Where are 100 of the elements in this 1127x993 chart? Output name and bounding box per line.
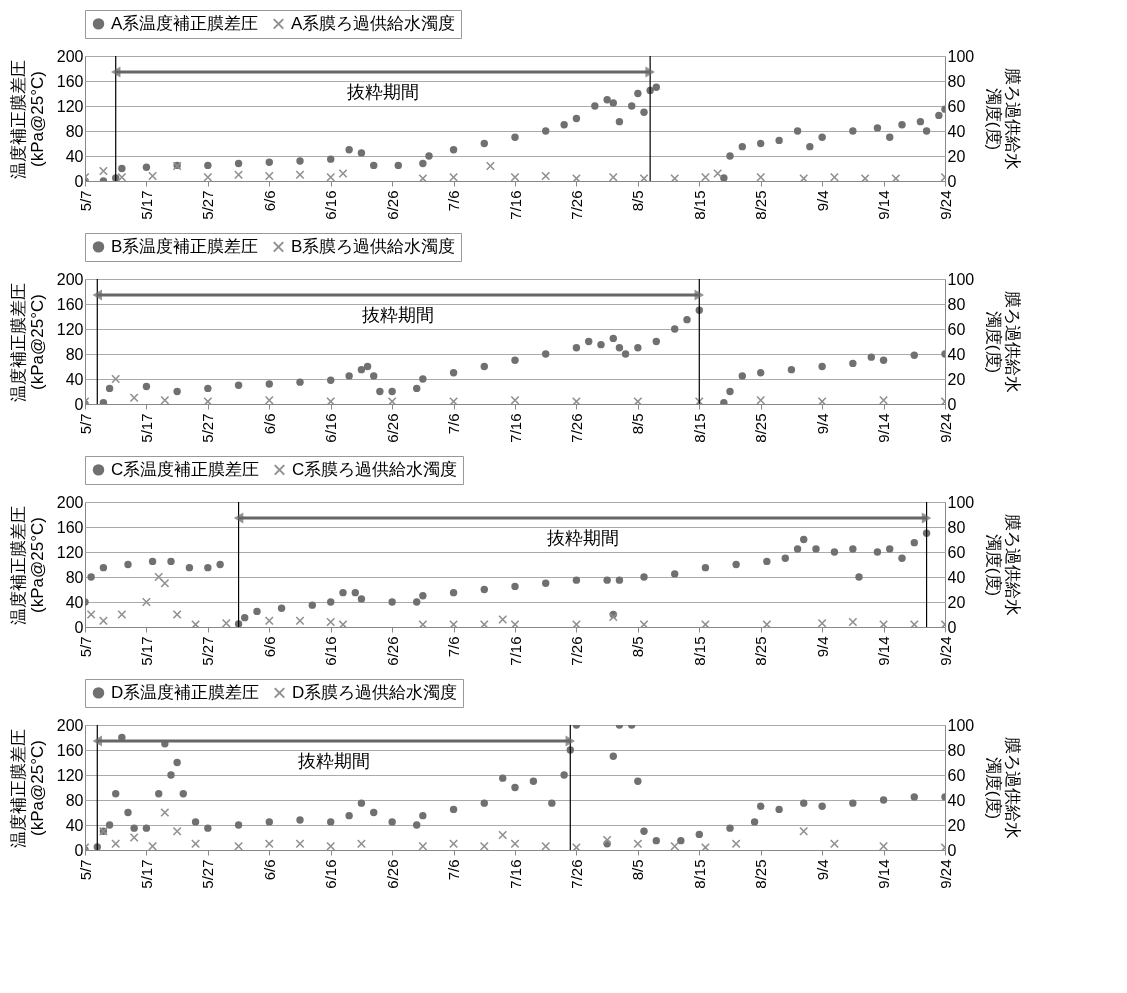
x-tick-label: 7/6 — [445, 859, 463, 881]
y2-tick-label: 20 — [947, 816, 966, 834]
y2-axis-title: 膜ろ過供給水濁度(度) — [984, 68, 1023, 170]
x-tick-label: 6/26 — [383, 190, 401, 220]
y2-tick-label: 20 — [947, 370, 966, 388]
x-tick-label: 9/4 — [813, 636, 831, 658]
x-tick-label: 6/16 — [322, 636, 340, 666]
y2-tick-label: 60 — [947, 97, 966, 115]
y-axis-title: 温度補正膜差圧 (kPa@25°C) — [8, 505, 47, 625]
y-tick-label: 160 — [56, 295, 84, 313]
legend-label: C系温度補正膜差圧 — [111, 459, 260, 479]
y2-tick-label: 40 — [947, 122, 966, 140]
y-tick-label: 0 — [74, 172, 84, 190]
y-tick-label: 40 — [65, 147, 84, 165]
x-tick-label: 6/16 — [322, 190, 340, 220]
x-tick-label: 9/14 — [875, 636, 893, 666]
x-tick-label: 6/26 — [383, 636, 401, 666]
x-tick-label: 7/26 — [567, 636, 585, 666]
x-tick-label: 5/27 — [199, 859, 217, 889]
x-tick-label: 5/17 — [137, 636, 155, 666]
x-tick-label: 7/16 — [506, 190, 524, 220]
x-tick-label: 8/25 — [752, 859, 770, 889]
x-tick-label: 7/16 — [506, 636, 524, 666]
x-tick-label: 8/25 — [752, 413, 770, 443]
x-tick-label: 5/7 — [76, 859, 94, 881]
y-tick-label: 40 — [65, 370, 84, 388]
annotation: 抜粋期間 — [362, 305, 435, 325]
x-tick-label: 7/26 — [567, 190, 585, 220]
y2-tick-label: 40 — [947, 791, 966, 809]
x-tick-label: 9/4 — [813, 859, 831, 881]
x-tick-label: 7/16 — [506, 859, 524, 889]
y2-tick-label: 20 — [947, 593, 966, 611]
x-tick-label: 5/7 — [76, 636, 94, 658]
x-tick-label: 5/27 — [199, 190, 217, 220]
y-tick-label: 80 — [65, 122, 84, 140]
y-tick-label: 40 — [65, 816, 84, 834]
x-tick-label: 5/7 — [76, 190, 94, 212]
y2-tick-label: 60 — [947, 320, 966, 338]
legend-label: B系温度補正膜差圧 — [111, 236, 259, 256]
x-tick-label: 6/6 — [260, 413, 278, 435]
x-tick-label: 9/4 — [813, 413, 831, 435]
y-axis-title: 温度補正膜差圧 (kPa@25°C) — [8, 728, 47, 848]
legend-label: A系膜ろ過供給水濁度 — [291, 13, 456, 33]
x-tick-label: 5/27 — [199, 413, 217, 443]
y2-tick-label: 0 — [947, 172, 957, 190]
y2-tick-label: 100 — [947, 493, 975, 511]
x-tick-label: 7/16 — [506, 413, 524, 443]
y-tick-label: 160 — [56, 72, 84, 90]
x-tick-label: 8/15 — [690, 190, 708, 220]
y2-tick-label: 80 — [947, 295, 966, 313]
y-tick-label: 160 — [56, 518, 84, 536]
y2-tick-label: 20 — [947, 147, 966, 165]
x-tick-label: 9/24 — [936, 190, 954, 220]
x-tick-label: 6/6 — [260, 190, 278, 212]
x-tick-label: 7/6 — [445, 190, 463, 212]
x-tick-label: 5/27 — [199, 636, 217, 666]
x-tick-label: 8/25 — [752, 190, 770, 220]
y2-tick-label: 40 — [947, 345, 966, 363]
y2-axis-title: 膜ろ過供給水濁度(度) — [984, 291, 1023, 393]
y-tick-label: 160 — [56, 741, 84, 759]
y2-tick-label: 0 — [947, 618, 957, 636]
y-tick-label: 0 — [74, 841, 84, 859]
x-tick-label: 8/5 — [629, 636, 647, 658]
y2-tick-label: 80 — [947, 741, 966, 759]
x-tick-label: 6/26 — [383, 413, 401, 443]
x-tick-label: 8/5 — [629, 413, 647, 435]
x-tick-label: 9/24 — [936, 859, 954, 889]
y2-tick-label: 40 — [947, 568, 966, 586]
x-tick-label: 7/6 — [445, 636, 463, 658]
x-tick-label: 6/26 — [383, 859, 401, 889]
y-tick-label: 200 — [56, 47, 84, 65]
y-tick-label: 40 — [65, 593, 84, 611]
x-tick-label: 6/6 — [260, 859, 278, 881]
x-tick-label: 9/24 — [936, 636, 954, 666]
annotation: 抜粋期間 — [546, 528, 619, 548]
legend-label: D系温度補正膜差圧 — [111, 682, 260, 702]
y2-tick-label: 80 — [947, 72, 966, 90]
legend-label: D系膜ろ過供給水濁度 — [292, 682, 458, 702]
y2-tick-label: 100 — [947, 47, 975, 65]
x-tick-label: 8/15 — [690, 859, 708, 889]
y-axis-title: 温度補正膜差圧 (kPa@25°C) — [8, 59, 47, 179]
x-tick-label: 9/4 — [813, 190, 831, 212]
y-tick-label: 80 — [65, 791, 84, 809]
annotation: 抜粋期間 — [297, 751, 370, 771]
y2-tick-label: 0 — [947, 395, 957, 413]
y-tick-label: 0 — [74, 395, 84, 413]
y2-tick-label: 100 — [947, 716, 975, 734]
x-tick-label: 6/16 — [322, 859, 340, 889]
x-tick-label: 9/24 — [936, 413, 954, 443]
x-tick-label: 6/6 — [260, 636, 278, 658]
y-tick-label: 120 — [56, 766, 84, 784]
y-tick-label: 120 — [56, 543, 84, 561]
x-tick-label: 7/6 — [445, 413, 463, 435]
x-tick-label: 8/15 — [690, 413, 708, 443]
y-tick-label: 200 — [56, 493, 84, 511]
x-tick-label: 5/17 — [137, 413, 155, 443]
x-tick-label: 9/14 — [875, 413, 893, 443]
x-tick-label: 8/15 — [690, 636, 708, 666]
x-tick-label: 8/5 — [629, 859, 647, 881]
y2-axis-title: 膜ろ過供給水濁度(度) — [984, 737, 1023, 839]
